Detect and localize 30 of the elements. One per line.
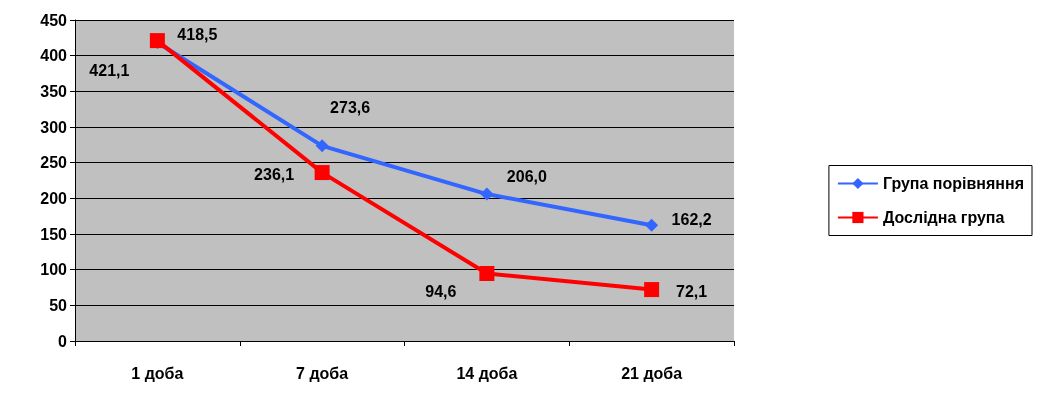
point bbox=[314, 165, 330, 181]
y-tick-label: 300 bbox=[40, 118, 68, 136]
y-tick-label: 100 bbox=[40, 261, 68, 279]
x-tick-label: 7 доба bbox=[296, 364, 349, 382]
point bbox=[315, 139, 329, 153]
data-label: 421,1 bbox=[89, 62, 130, 80]
data-label: 236,1 bbox=[254, 166, 295, 184]
legend-label: Група порівняння bbox=[882, 175, 1025, 192]
y-tick-label: 350 bbox=[40, 82, 68, 100]
data-label: 94,6 bbox=[425, 283, 457, 301]
point bbox=[645, 218, 659, 232]
y-tick-label: 250 bbox=[40, 154, 68, 172]
data-label: 162,2 bbox=[671, 210, 712, 228]
y-tick-label: 450 bbox=[40, 11, 68, 29]
y-tick-label: 200 bbox=[40, 189, 68, 207]
y-tick-label: 0 bbox=[58, 332, 68, 350]
legend-label: Дослідна група bbox=[882, 209, 1005, 226]
y-tick-label: 150 bbox=[40, 225, 68, 243]
data-label: 72,1 bbox=[676, 283, 708, 301]
y-tick-label: 50 bbox=[49, 296, 68, 314]
point bbox=[479, 266, 495, 282]
data-label: 418,5 bbox=[177, 25, 218, 43]
data-label: 273,6 bbox=[330, 99, 371, 117]
x-tick-label: 14 доба bbox=[456, 364, 518, 382]
x-tick-label: 1 доба bbox=[131, 364, 184, 382]
point bbox=[644, 282, 660, 298]
x-tick-label: 21 доба bbox=[621, 364, 683, 382]
y-tick-label: 400 bbox=[40, 47, 68, 65]
data-label: 206,0 bbox=[506, 167, 547, 185]
point bbox=[480, 187, 494, 201]
